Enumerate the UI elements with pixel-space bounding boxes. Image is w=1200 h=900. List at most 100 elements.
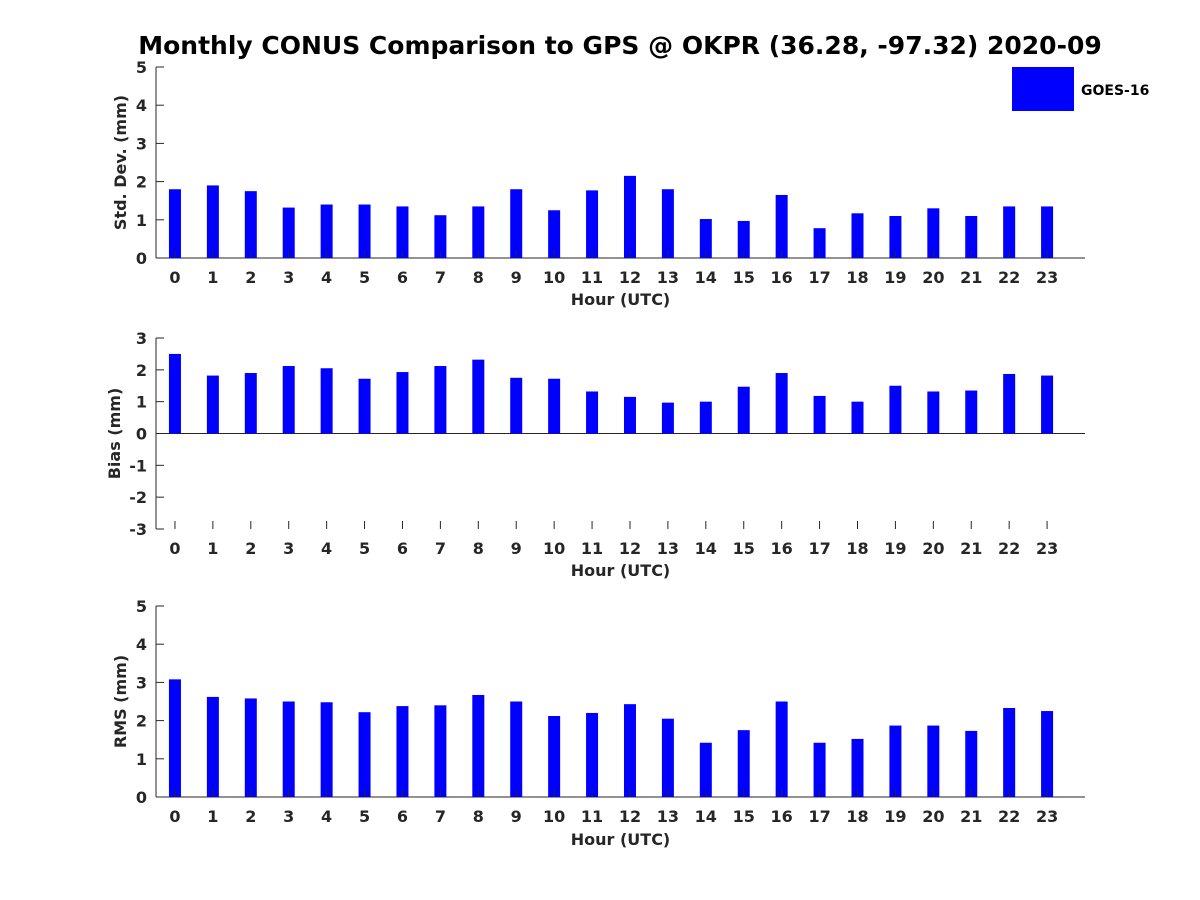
bar-hour-5 bbox=[358, 204, 371, 258]
bar-hour-16 bbox=[775, 701, 788, 797]
x-tick-label: 23 bbox=[1036, 807, 1058, 826]
bar-hour-18 bbox=[851, 738, 864, 797]
bar-hour-13 bbox=[661, 718, 674, 797]
y-axis-label: Bias (mm) bbox=[105, 388, 124, 480]
bar-hour-14 bbox=[699, 742, 712, 797]
bar-hour-9 bbox=[510, 701, 523, 797]
x-tick-label: 21 bbox=[960, 539, 982, 558]
x-tick-label: 10 bbox=[543, 807, 565, 826]
x-tick-label: 13 bbox=[657, 268, 679, 287]
x-tick-label: 10 bbox=[543, 268, 565, 287]
bar-hour-11 bbox=[586, 391, 599, 434]
bar-hour-9 bbox=[510, 377, 523, 434]
bar-hour-12 bbox=[623, 396, 636, 434]
bar-hour-20 bbox=[927, 208, 940, 258]
x-tick-label: 19 bbox=[884, 268, 906, 287]
y-tick-label: 5 bbox=[136, 597, 147, 616]
x-tick-label: 3 bbox=[283, 539, 294, 558]
x-tick-label: 22 bbox=[998, 268, 1020, 287]
bar-hour-22 bbox=[1003, 373, 1016, 434]
bar-hour-2 bbox=[244, 698, 257, 797]
bar-hour-1 bbox=[206, 375, 219, 434]
y-tick-label: 2 bbox=[136, 712, 147, 731]
bar-hour-6 bbox=[396, 372, 409, 434]
bar-hour-7 bbox=[434, 215, 447, 258]
x-tick-label: 17 bbox=[808, 539, 830, 558]
x-tick-label: 11 bbox=[581, 268, 603, 287]
y-tick-label: 0 bbox=[136, 788, 147, 807]
bar-hour-16 bbox=[775, 194, 788, 258]
bar-hour-18 bbox=[851, 401, 864, 434]
x-tick-label: 5 bbox=[359, 539, 370, 558]
x-tick-label: 1 bbox=[207, 268, 218, 287]
bar-hour-15 bbox=[737, 220, 750, 258]
x-tick-label: 11 bbox=[581, 807, 603, 826]
x-tick-label: 15 bbox=[733, 807, 755, 826]
x-tick-label: 14 bbox=[695, 268, 717, 287]
bar-hour-21 bbox=[965, 215, 978, 258]
x-tick-label: 17 bbox=[808, 807, 830, 826]
x-tick-label: 6 bbox=[397, 539, 408, 558]
x-axis-label: Hour (UTC) bbox=[571, 290, 671, 309]
x-tick-label: 17 bbox=[808, 268, 830, 287]
bar-hour-10 bbox=[548, 716, 561, 797]
x-tick-label: 23 bbox=[1036, 539, 1058, 558]
bar-hour-15 bbox=[737, 386, 750, 434]
x-tick-label: 23 bbox=[1036, 268, 1058, 287]
bar-hour-10 bbox=[548, 378, 561, 434]
bar-hour-5 bbox=[358, 712, 371, 797]
y-tick-label: 3 bbox=[136, 673, 147, 692]
bar-hour-19 bbox=[889, 725, 902, 797]
x-tick-label: 4 bbox=[321, 539, 332, 558]
bar-hour-19 bbox=[889, 385, 902, 434]
x-tick-label: 3 bbox=[283, 268, 294, 287]
bar-hour-19 bbox=[889, 215, 902, 258]
y-tick-label: -3 bbox=[129, 520, 147, 539]
x-tick-label: 12 bbox=[619, 807, 641, 826]
bar-hour-6 bbox=[396, 206, 409, 258]
x-tick-label: 13 bbox=[657, 539, 679, 558]
bar-hour-6 bbox=[396, 706, 409, 797]
x-tick-label: 9 bbox=[511, 268, 522, 287]
bar-hour-21 bbox=[965, 390, 978, 434]
bar-hour-0 bbox=[168, 189, 181, 258]
y-tick-label: 1 bbox=[136, 750, 147, 769]
x-tick-label: 8 bbox=[473, 268, 484, 287]
x-tick-label: 1 bbox=[207, 807, 218, 826]
y-tick-label: 2 bbox=[136, 173, 147, 192]
y-tick-label: 5 bbox=[136, 58, 147, 77]
chart-title: Monthly CONUS Comparison to GPS @ OKPR (… bbox=[138, 31, 1102, 60]
x-tick-label: 6 bbox=[397, 807, 408, 826]
bar-hour-23 bbox=[1041, 375, 1054, 434]
x-tick-label: 14 bbox=[695, 539, 717, 558]
x-axis-label: Hour (UTC) bbox=[571, 830, 671, 849]
bar-hour-22 bbox=[1003, 707, 1016, 797]
x-tick-label: 0 bbox=[169, 807, 180, 826]
x-tick-label: 1 bbox=[207, 539, 218, 558]
bar-hour-9 bbox=[510, 189, 523, 258]
x-tick-label: 16 bbox=[771, 268, 793, 287]
x-tick-label: 20 bbox=[922, 539, 944, 558]
x-tick-label: 19 bbox=[884, 539, 906, 558]
y-tick-label: 1 bbox=[136, 393, 147, 412]
x-tick-label: 6 bbox=[397, 268, 408, 287]
bar-hour-22 bbox=[1003, 206, 1016, 258]
bar-hour-17 bbox=[813, 395, 826, 434]
x-tick-label: 12 bbox=[619, 268, 641, 287]
bar-hour-23 bbox=[1041, 711, 1054, 797]
x-tick-label: 18 bbox=[846, 268, 868, 287]
x-tick-label: 22 bbox=[998, 807, 1020, 826]
bar-hour-8 bbox=[472, 695, 485, 797]
y-axis-label: Std. Dev. (mm) bbox=[111, 95, 130, 230]
x-tick-label: 4 bbox=[321, 807, 332, 826]
y-tick-label: -1 bbox=[129, 456, 147, 475]
x-tick-label: 0 bbox=[169, 539, 180, 558]
x-tick-label: 2 bbox=[245, 807, 256, 826]
x-tick-label: 0 bbox=[169, 268, 180, 287]
x-tick-label: 14 bbox=[695, 807, 717, 826]
y-tick-label: 4 bbox=[136, 96, 147, 115]
bar-hour-8 bbox=[472, 359, 485, 434]
